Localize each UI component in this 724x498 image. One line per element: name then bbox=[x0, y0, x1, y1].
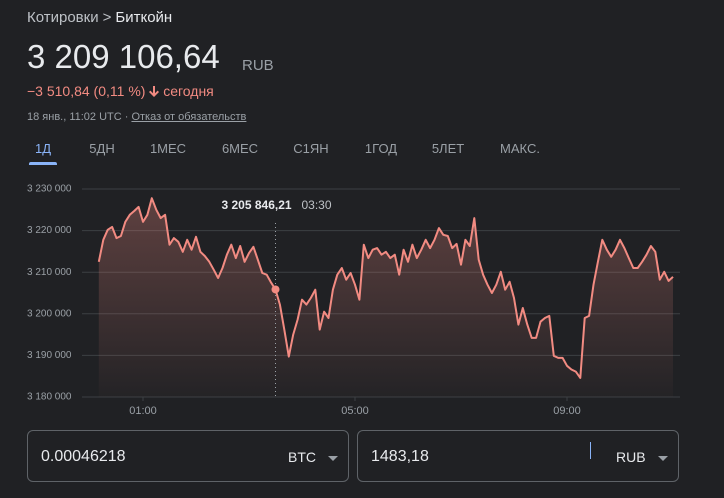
tooltip-value: 3 205 846,21 bbox=[222, 198, 292, 212]
disclaimer-link[interactable]: Отказ от обязательств bbox=[131, 111, 247, 123]
breadcrumb-current: Биткойн bbox=[115, 9, 173, 26]
text-cursor bbox=[590, 442, 591, 459]
from-currency[interactable]: BTC bbox=[288, 449, 316, 465]
breadcrumb-separator: > bbox=[102, 9, 112, 26]
change-period: сегодня bbox=[163, 83, 214, 99]
timestamp: 18 янв., 11:02 UTC · bbox=[27, 111, 129, 123]
dropdown-arrow bbox=[658, 456, 668, 461]
y-tick-label: 3 210 000 bbox=[27, 267, 72, 278]
change-value: −3 510,84 (0,11 %) bbox=[27, 83, 146, 99]
tooltip-time: 03:30 bbox=[302, 198, 332, 212]
timestamp-line: 18 янв., 11:02 UTC · Отказ от обязательст… bbox=[27, 111, 246, 123]
range-tab[interactable]: С1ЯН bbox=[293, 141, 329, 156]
y-tick-label: 3 180 000 bbox=[27, 392, 72, 403]
range-tab[interactable]: 5ЛЕТ bbox=[431, 141, 465, 156]
range-tab[interactable]: 1ГОД bbox=[364, 141, 398, 156]
x-tick-label: 05:00 bbox=[341, 405, 369, 417]
range-tab[interactable]: 5ДН bbox=[89, 141, 115, 156]
price-change: −3 510,84 (0,11 %) сегодня bbox=[27, 83, 214, 99]
price-line bbox=[97, 197, 674, 379]
amount-input[interactable]: 0.00046218 BTC bbox=[27, 430, 349, 482]
range-tab[interactable]: 1МЕС bbox=[149, 141, 187, 156]
y-tick-label: 3 220 000 bbox=[27, 225, 72, 236]
range-tab[interactable]: МАКС. bbox=[500, 141, 540, 156]
to-currency[interactable]: RUB bbox=[616, 449, 646, 465]
range-tabs: 1Д 5ДН 1МЕС 6МЕС С1ЯН 1ГОД 5ЛЕТ МАКС. bbox=[0, 141, 724, 165]
amount-value: 0.00046218 bbox=[41, 448, 126, 465]
breadcrumb: Котировки > Биткойн bbox=[27, 9, 176, 26]
line-area bbox=[98, 198, 674, 397]
y-tick-label: 3 190 000 bbox=[27, 350, 72, 361]
y-tick-label: 3 200 000 bbox=[27, 308, 72, 319]
down-arrow bbox=[149, 86, 160, 97]
x-tick-label: 01:00 bbox=[129, 405, 157, 417]
tooltip-box bbox=[213, 192, 338, 220]
currency: RUB bbox=[242, 57, 274, 74]
chart: 3 180 000 3 190 000 3 200 000 3 210 000 3 22… bbox=[27, 184, 680, 417]
range-tab[interactable]: 1Д bbox=[28, 141, 58, 165]
y-tick-label: 3 230 000 bbox=[27, 184, 72, 195]
range-tab[interactable]: 6МЕС bbox=[221, 141, 259, 156]
hover-point bbox=[271, 285, 280, 294]
result-value: 1483,18 bbox=[371, 448, 429, 465]
breadcrumb-link[interactable]: Котировки bbox=[27, 9, 99, 26]
x-tick-label: 09:00 bbox=[553, 405, 581, 417]
price: 3 209 106,64 bbox=[27, 38, 220, 75]
result-input[interactable]: 1483,18 RUB bbox=[357, 430, 679, 482]
dropdown-arrow bbox=[328, 456, 338, 461]
